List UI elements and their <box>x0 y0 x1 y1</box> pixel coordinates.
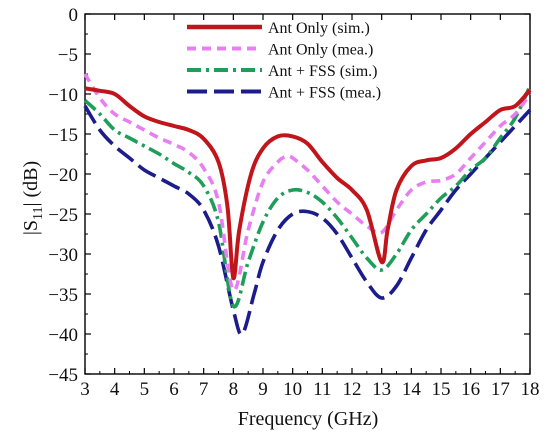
x-tick-label: 10 <box>283 379 302 400</box>
y-tick-label: −45 <box>48 365 78 386</box>
y-axis-title: |S11| (dB) <box>20 161 46 235</box>
x-tick-label: 16 <box>461 379 480 400</box>
x-tick-label: 15 <box>432 379 451 400</box>
x-tick-label: 13 <box>372 379 391 400</box>
x-tick-label: 11 <box>313 379 331 400</box>
y-axis-title-tail: | (dB) <box>20 161 42 207</box>
series-line-2 <box>83 85 532 309</box>
y-tick-label: −40 <box>48 325 78 346</box>
x-tick-label: 3 <box>80 379 90 400</box>
y-tick-label: −10 <box>48 85 78 106</box>
legend-label-1: Ant Only (mea.) <box>268 42 373 59</box>
y-tick-label: −20 <box>48 165 78 186</box>
y-tick-label: −5 <box>58 45 78 66</box>
x-tick-label: 8 <box>229 379 239 400</box>
x-tick-label: 14 <box>402 379 422 400</box>
x-axis-title: Frequency (GHz) <box>238 408 379 430</box>
x-tick-label: 6 <box>169 379 179 400</box>
x-tick-label: 4 <box>110 379 120 400</box>
y-tick-label: −25 <box>48 205 78 226</box>
x-tick-labels: 3 4 5 6 7 8 9 10 11 12 13 14 15 16 17 18 <box>80 379 539 400</box>
y-tick-label: −30 <box>48 245 78 266</box>
y-tick-label: −15 <box>48 125 78 146</box>
series-line-0 <box>84 86 532 281</box>
series-line-1 <box>83 73 532 292</box>
legend-label-0: Ant Only (sim.) <box>268 20 370 37</box>
y-tick-label: 0 <box>69 5 79 26</box>
legend-label-3: Ant + FSS (mea.) <box>268 85 381 102</box>
y-tick-label: −35 <box>48 285 78 306</box>
x-tick-label: 12 <box>343 379 362 400</box>
x-tick-label: 17 <box>491 379 510 400</box>
series-layer <box>83 73 532 337</box>
legend-label-2: Ant + FSS (sim.) <box>268 63 378 80</box>
y-axis-title-main: |S <box>20 220 42 235</box>
x-tick-label: 9 <box>258 379 268 400</box>
series-line-3 <box>83 105 532 337</box>
x-tick-label: 5 <box>140 379 150 400</box>
y-axis-title-subscript: 11 <box>31 207 46 220</box>
y-tick-labels: 0 −5 −10 −15 −20 −25 −30 −35 −40 −45 <box>48 5 78 386</box>
legend: Ant Only (sim.) Ant Only (mea.) Ant + FSS … <box>187 20 381 102</box>
x-tick-label: 18 <box>521 379 540 400</box>
x-tick-label: 7 <box>199 379 209 400</box>
tick-marks <box>84 13 531 375</box>
